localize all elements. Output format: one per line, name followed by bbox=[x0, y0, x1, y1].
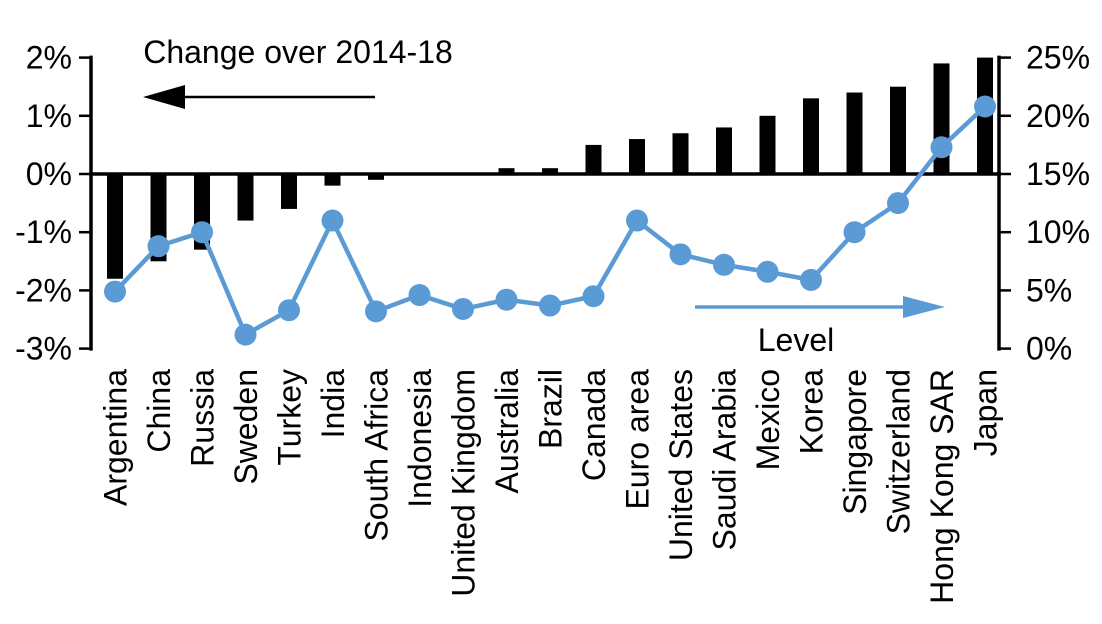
level-dot-australia bbox=[495, 288, 518, 311]
left-axis-tick-label: -2% bbox=[15, 272, 72, 308]
category-label-korea: Korea bbox=[794, 369, 830, 455]
category-label-china: China bbox=[141, 369, 177, 453]
bar-korea bbox=[803, 98, 819, 174]
category-label-switzerland: Switzerland bbox=[881, 369, 917, 534]
category-label-sweden: Sweden bbox=[228, 369, 264, 485]
left-axis-tick-label: 1% bbox=[26, 98, 72, 134]
bar-mexico bbox=[759, 115, 776, 174]
right-axis-tick-label: 5% bbox=[1026, 272, 1072, 308]
level-dot-china bbox=[147, 235, 170, 258]
line-series-annotation: Level bbox=[758, 322, 835, 358]
bar-india bbox=[324, 174, 341, 186]
bar-switzerland bbox=[890, 86, 906, 174]
right-axis-tick-label: 10% bbox=[1026, 214, 1090, 250]
level-dot-euro-area bbox=[626, 209, 648, 232]
level-dot-united-kingdom bbox=[452, 298, 474, 321]
right-axis-tick-label: 25% bbox=[1026, 40, 1090, 76]
bar-saudi-arabia bbox=[716, 127, 732, 174]
left-axis-tick-label: -1% bbox=[15, 214, 72, 250]
level-dot-turkey bbox=[278, 299, 300, 322]
left-axis-tick-label: 2% bbox=[26, 40, 72, 76]
category-label-brazil: Brazil bbox=[533, 369, 569, 449]
level-dot-argentina bbox=[104, 280, 126, 303]
level-dot-hong-kong-sar bbox=[930, 136, 953, 159]
bar-south-africa bbox=[368, 174, 384, 180]
category-label-saudi-arabia: Saudi Arabia bbox=[707, 369, 743, 551]
bar-sweden bbox=[237, 174, 254, 221]
category-label-india: India bbox=[315, 369, 351, 439]
bar-australia bbox=[498, 168, 515, 174]
category-label-australia: Australia bbox=[489, 369, 525, 494]
level-dot-korea bbox=[800, 268, 822, 291]
level-dot-sweden bbox=[234, 323, 257, 346]
level-dot-singapore bbox=[843, 221, 866, 244]
bar-canada bbox=[585, 144, 602, 174]
level-dot-indonesia bbox=[408, 284, 431, 307]
category-label-singapore: Singapore bbox=[837, 369, 873, 515]
bar-argentina bbox=[107, 174, 123, 279]
level-dot-united-states bbox=[669, 243, 692, 266]
level-dot-south-africa bbox=[365, 300, 387, 323]
bar-brazil bbox=[542, 168, 558, 174]
right-axis-tick-label: 20% bbox=[1026, 98, 1090, 134]
category-label-japan: Japan bbox=[968, 369, 1004, 456]
left-axis-tick-label: -3% bbox=[15, 331, 72, 367]
right-axis-tick-label: 15% bbox=[1026, 156, 1090, 192]
bar-series-annotation: Change over 2014-18 bbox=[143, 34, 453, 70]
level-dot-mexico bbox=[756, 260, 779, 283]
category-label-canada: Canada bbox=[576, 369, 612, 481]
bar-singapore bbox=[846, 92, 863, 174]
level-dot-canada bbox=[582, 285, 605, 308]
category-label-hong-kong-sar: Hong Kong SAR bbox=[924, 369, 960, 604]
bar-turkey bbox=[281, 174, 297, 209]
left-axis-tick-label: 0% bbox=[26, 156, 72, 192]
bar-united-states bbox=[672, 133, 689, 174]
right-axis-tick-label: 0% bbox=[1026, 331, 1072, 367]
level-dot-brazil bbox=[539, 294, 561, 317]
bar-euro-area bbox=[629, 139, 645, 174]
category-label-turkey: Turkey bbox=[272, 369, 308, 466]
category-label-argentina: Argentina bbox=[98, 369, 134, 506]
category-label-russia: Russia bbox=[185, 369, 221, 467]
level-dot-india bbox=[321, 209, 344, 232]
level-dot-saudi-arabia bbox=[713, 253, 735, 276]
category-label-south-africa: South Africa bbox=[359, 369, 395, 542]
category-label-indonesia: Indonesia bbox=[402, 369, 438, 508]
category-label-mexico: Mexico bbox=[750, 369, 786, 470]
category-label-euro-area: Euro area bbox=[620, 369, 656, 510]
right-arrow-icon bbox=[903, 296, 945, 318]
left-arrow-icon bbox=[143, 85, 185, 109]
level-dot-russia bbox=[191, 221, 213, 244]
level-dot-switzerland bbox=[887, 192, 909, 215]
category-label-united-states: United States bbox=[663, 369, 699, 561]
level-dot-japan bbox=[974, 95, 996, 118]
category-label-united-kingdom: United Kingdom bbox=[446, 369, 482, 597]
